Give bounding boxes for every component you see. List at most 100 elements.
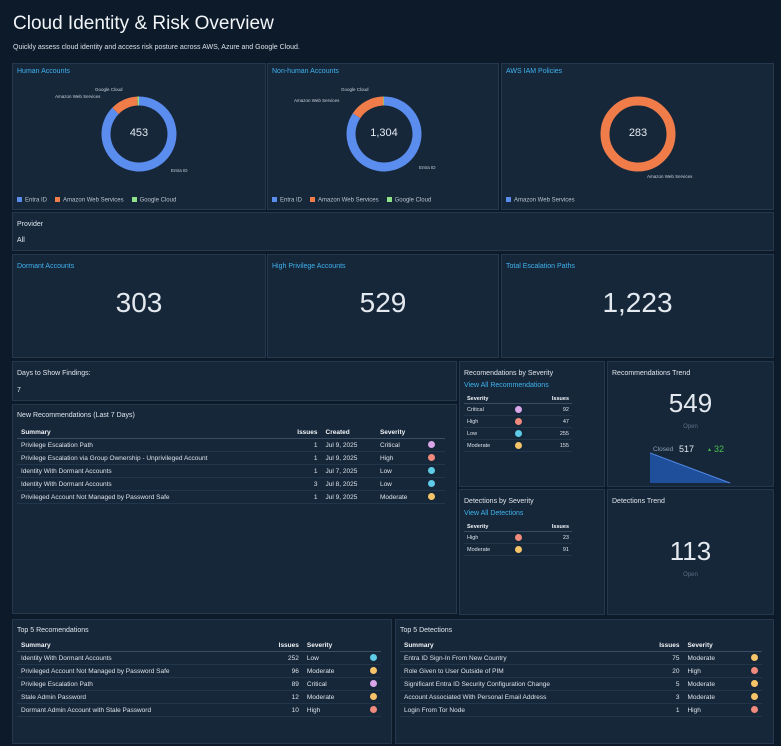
legend-item[interactable]: Google Cloud [131,196,176,203]
table-row[interactable]: Moderate 155 [464,439,572,452]
col-header[interactable]: Severity [464,394,513,404]
cell-severity: Low [464,427,513,440]
table-row[interactable]: Privileged Account Not Managed by Passwo… [17,490,445,504]
col-header[interactable]: Severity [683,640,739,652]
table-row[interactable]: Stale Admin Password 12 Moderate [17,690,381,704]
table-row[interactable]: High 23 [464,531,572,544]
panel-title: Top 5 Recomendations [17,627,89,634]
days-label: Days to Show Findings: [17,370,91,377]
col-header[interactable]: Issues [639,640,684,652]
panel-title[interactable]: High Privilege Accounts [272,263,346,270]
panel-title[interactable]: AWS IAM Policies [506,68,563,75]
cell-summary[interactable]: Role Given to User Outside of PIM [400,664,640,678]
table-row[interactable]: Identity With Dormant Accounts 1 Jul 7, 20… [17,464,445,478]
cell-severity: Moderate [464,439,513,452]
cell-summary[interactable]: Identity With Dormant Accounts [17,464,283,478]
panel-title[interactable]: Human Accounts [17,68,70,75]
cell-severity: High [302,703,358,717]
col-header[interactable]: Summary [17,640,260,652]
cell-severity-dot [738,703,762,717]
table-row[interactable]: Privilege Escalation Path 1 Jul 9, 2025 Cri… [17,438,445,452]
donut-slice[interactable] [112,96,139,115]
days-input[interactable]: 7 [17,387,21,394]
cell-issues: 96 [259,664,303,678]
cell-summary[interactable]: Privileged Account Not Managed by Passwo… [17,664,260,678]
cell-summary[interactable]: Significant Entra ID Security Configurat… [400,677,640,691]
legend-item[interactable]: Google Cloud [386,196,431,203]
col-header[interactable]: Severity [302,640,358,652]
cell-severity: Moderate [464,543,513,556]
legend-item[interactable]: Amazon Web Services [506,196,575,203]
cell-summary[interactable]: Account Associated With Personal Email A… [400,690,640,704]
table-row[interactable]: Moderate 91 [464,543,572,556]
col-header[interactable]: Issues [533,394,572,404]
cell-summary[interactable]: Identity With Dormant Accounts [17,477,283,491]
cell-summary[interactable]: Privilege Escalation Path [17,438,283,452]
cell-summary[interactable]: Stale Admin Password [17,690,260,704]
cell-summary[interactable]: Login From Tor Node [400,703,640,717]
donut-chart[interactable] [13,64,267,211]
top-detections-table: Summary Issues Severity Entra ID Sign-In… [400,640,762,717]
high-privilege-accounts-panel: High Privilege Accounts 529 [267,254,499,358]
table-row[interactable]: Identity With Dormant Accounts 3 Jul 8, 20… [17,477,445,491]
table-row[interactable]: High 47 [464,415,572,428]
cell-severity-dot [357,664,381,678]
table-row[interactable]: Identity With Dormant Accounts 252 Low [17,651,381,665]
table-row[interactable]: Privilege Escalation via Group Ownership… [17,451,445,465]
view-all-recommendations-link[interactable]: View All Recommendations [464,382,549,389]
legend-item[interactable]: Amazon Web Services [55,196,124,203]
open-label: Open [683,424,698,430]
cell-severity: High [683,703,739,717]
legend-item[interactable]: Amazon Web Services [310,196,379,203]
cell-summary[interactable]: Privilege Escalation Path [17,677,260,691]
cell-summary[interactable]: Privilege Escalation via Group Ownership… [17,451,283,465]
table-row[interactable]: Dormant Admin Account with Stale Passwor… [17,703,381,717]
provider-select[interactable]: All [17,237,25,244]
col-header[interactable]: Summary [17,427,283,439]
panel-title[interactable]: Dormant Accounts [17,263,75,270]
cell-summary[interactable]: Entra ID Sign-In From New Country [400,651,640,665]
donut-slice[interactable] [600,96,676,172]
table-row[interactable]: Login From Tor Node 1 High [400,703,762,717]
severity-dot-icon [515,405,523,413]
cell-summary[interactable]: Privileged Account Not Managed by Passwo… [17,490,283,504]
cell-summary[interactable]: Identity With Dormant Accounts [17,651,260,665]
cell-created: Jul 9, 2025 [321,451,376,465]
table-row[interactable]: Account Associated With Personal Email A… [400,690,762,704]
panel-title[interactable]: Total Escalation Paths [506,263,575,270]
col-header[interactable]: Issues [282,427,322,439]
legend-item[interactable]: Entra ID [17,196,47,203]
col-header[interactable]: Severity [464,522,513,532]
severity-dot-icon [515,545,523,553]
cell-created: Jul 9, 2025 [321,438,376,452]
legend-item[interactable]: Entra ID [272,196,302,203]
donut-label-gcp: Google Cloud [95,87,123,92]
table-row[interactable]: Low 255 [464,427,572,440]
table-row[interactable]: Entra ID Sign-In From New Country 75 Moder… [400,651,762,665]
new-recommendations-table: Summary Issues Created Severity Privileg… [17,427,445,504]
table-row[interactable]: Privilege Escalation Path 89 Critical [17,677,381,691]
col-header[interactable]: Issues [533,522,572,532]
panel-title[interactable]: Non-human Accounts [272,68,339,75]
table-row[interactable]: Significant Entra ID Security Configurat… [400,677,762,691]
donut-slice[interactable] [346,96,422,172]
view-all-detections-link[interactable]: View All Detections [464,510,524,517]
detections-severity-table: Severity Issues High 23 Moderate 91 [464,522,572,556]
table-row[interactable]: Privileged Account Not Managed by Passwo… [17,664,381,678]
donut-chart[interactable] [268,64,500,211]
table-row[interactable]: Critical 92 [464,403,572,416]
cell-issues: 91 [533,543,572,556]
col-header[interactable]: Issues [259,640,303,652]
donut-slice[interactable] [352,96,384,119]
donut-slice[interactable] [101,96,177,172]
cell-severity-dot [357,677,381,691]
donut-chart[interactable] [502,64,775,211]
severity-dot-icon [515,429,523,437]
cell-summary[interactable]: Dormant Admin Account with Stale Passwor… [17,703,260,717]
col-header[interactable]: Created [321,427,376,439]
col-header[interactable]: Severity [375,427,425,439]
table-row[interactable]: Role Given to User Outside of PIM 20 High [400,664,762,678]
col-header[interactable]: Summary [400,640,640,652]
cell-issues: 1 [639,703,684,717]
cell-created: Jul 9, 2025 [321,490,376,504]
